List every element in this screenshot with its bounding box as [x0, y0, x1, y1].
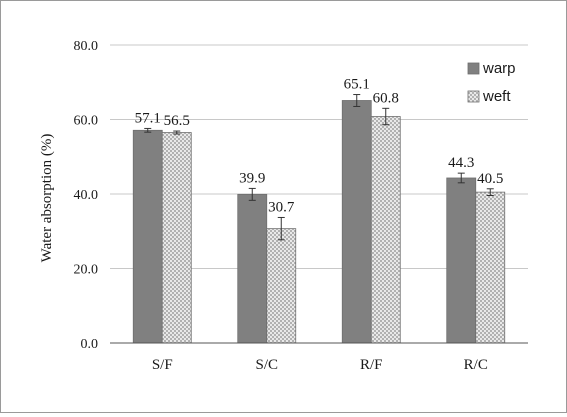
bar-warp [237, 193, 268, 344]
y-axis-title: Water absorption (%) [39, 134, 55, 263]
data-label: 44.3 [448, 155, 474, 171]
data-label: 65.1 [344, 77, 370, 93]
data-label: 39.9 [239, 170, 265, 186]
data-label: 57.1 [135, 110, 161, 126]
y-tick-label: 80.0 [74, 39, 99, 54]
x-category-label: R/C [464, 357, 488, 373]
y-tick-label: 0.0 [81, 337, 99, 352]
bar-warp [132, 129, 163, 344]
error-bars [144, 94, 494, 241]
x-category-label: R/F [360, 357, 383, 373]
x-category-label: S/F [152, 357, 173, 373]
legend-swatch-warp [467, 62, 480, 75]
legend-label: warp [482, 60, 516, 77]
axes: Water absorption (%) 0.0 20.0 40.0 60.0 80.0… [39, 39, 528, 373]
x-category-label: S/C [255, 357, 278, 373]
bars [132, 100, 506, 344]
data-label: 30.7 [268, 199, 295, 215]
legend: warp weft [467, 60, 516, 105]
bar-weft [475, 191, 506, 344]
legend-label: weft [482, 88, 511, 105]
bar-weft [370, 116, 401, 344]
data-label: 40.5 [477, 171, 503, 187]
y-tick-label: 40.0 [74, 188, 99, 203]
bar-warp [341, 100, 372, 344]
bar-warp [446, 177, 477, 344]
legend-swatch-weft [467, 90, 480, 103]
y-tick-label: 60.0 [74, 114, 99, 129]
data-label: 56.5 [164, 113, 190, 129]
bar-weft [266, 228, 297, 344]
data-label: 60.8 [373, 90, 399, 106]
y-tick-label: 20.0 [74, 263, 99, 278]
bar-weft [161, 132, 192, 344]
data-labels: 57.1 56.5 39.930.7 65.160.8 44.340.5 [135, 77, 504, 216]
